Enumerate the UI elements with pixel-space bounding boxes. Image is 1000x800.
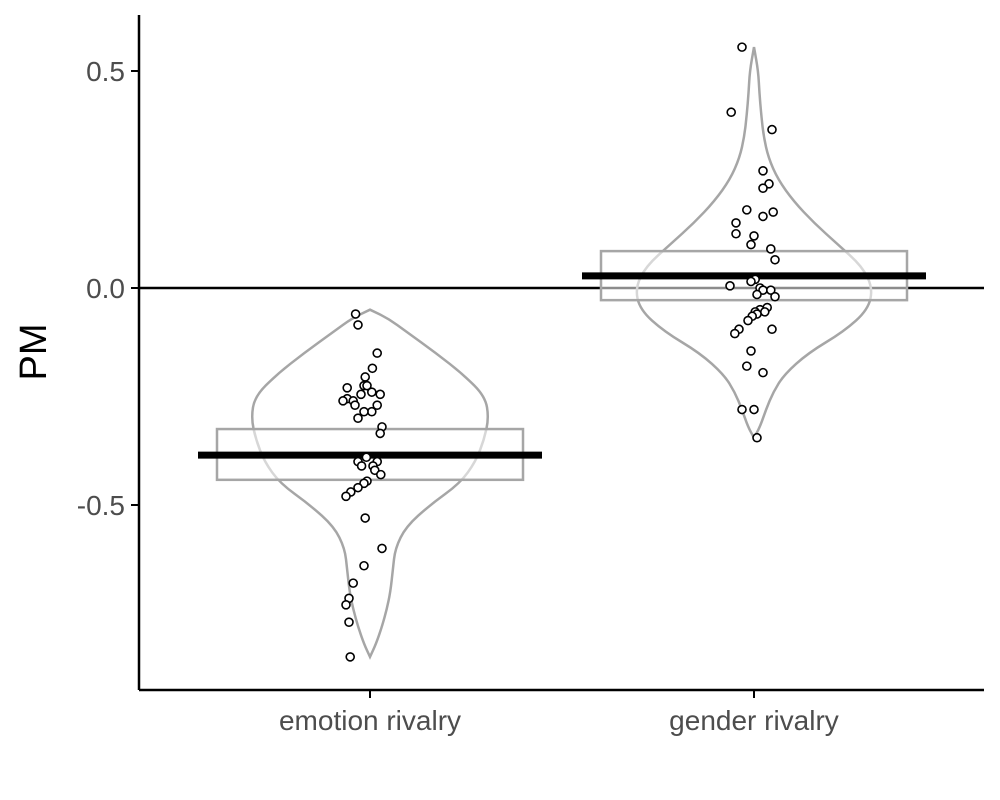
data-point	[758, 166, 768, 176]
data-point	[367, 363, 378, 374]
data-point	[356, 389, 366, 400]
violin-1	[250, 308, 490, 660]
data-point	[759, 307, 770, 317]
data-point	[375, 469, 386, 480]
data-point	[768, 207, 779, 217]
y-tick-label: 0.5	[86, 56, 125, 87]
data-point	[350, 400, 360, 410]
violin-2	[635, 46, 873, 441]
data-point	[362, 380, 372, 391]
data-point	[360, 372, 371, 382]
data-point	[749, 404, 759, 415]
data-point	[725, 281, 735, 291]
data-point	[758, 367, 768, 378]
data-point	[353, 413, 363, 424]
data-point	[361, 452, 372, 463]
data-point	[741, 205, 752, 215]
data-point	[729, 328, 740, 339]
data-point	[372, 400, 383, 410]
y-axis-title: PM	[13, 324, 55, 381]
data-point	[746, 239, 756, 250]
data-point	[737, 404, 747, 415]
data-point	[345, 652, 356, 662]
data-point	[366, 387, 377, 397]
plot-area	[139, 42, 984, 662]
y-tick-label: -0.5	[77, 490, 125, 521]
data-point	[752, 289, 762, 300]
data-point	[726, 107, 737, 118]
data-point	[752, 432, 762, 443]
data-point	[767, 124, 777, 135]
data-point	[741, 361, 752, 371]
data-point	[758, 183, 768, 193]
data-point	[758, 211, 768, 222]
axes: 0.5 0.0 -0.5 emotion rivalry gender rivalry	[77, 15, 984, 736]
data-point	[731, 218, 741, 228]
data-point	[353, 482, 363, 493]
data-point	[375, 389, 386, 400]
data-point	[372, 348, 383, 358]
x-tick-label: gender rivalry	[669, 705, 839, 736]
data-point	[767, 324, 777, 335]
data-point	[359, 560, 369, 571]
data-point	[770, 291, 780, 302]
data-point	[737, 42, 747, 52]
data-point	[746, 346, 756, 356]
data-point	[338, 396, 348, 406]
data-point	[356, 461, 367, 471]
y-tick-label: 0.0	[86, 273, 125, 304]
data-point	[366, 406, 377, 417]
data-point	[746, 276, 756, 287]
x-tick-label: emotion rivalry	[279, 705, 461, 736]
data-point	[342, 383, 353, 393]
data-point	[749, 231, 759, 241]
data-point	[341, 600, 351, 610]
data-point	[377, 543, 387, 554]
data-point	[770, 254, 780, 265]
data-point	[348, 578, 359, 588]
data-point	[743, 315, 753, 326]
data-point	[731, 228, 741, 239]
data-point	[360, 513, 371, 523]
data-point	[350, 309, 361, 319]
data-point	[344, 617, 354, 627]
data-point	[375, 428, 386, 439]
data-point	[359, 406, 369, 417]
data-point	[353, 320, 363, 330]
data-point	[341, 491, 351, 502]
data-point	[765, 244, 776, 254]
data-point	[765, 285, 776, 295]
